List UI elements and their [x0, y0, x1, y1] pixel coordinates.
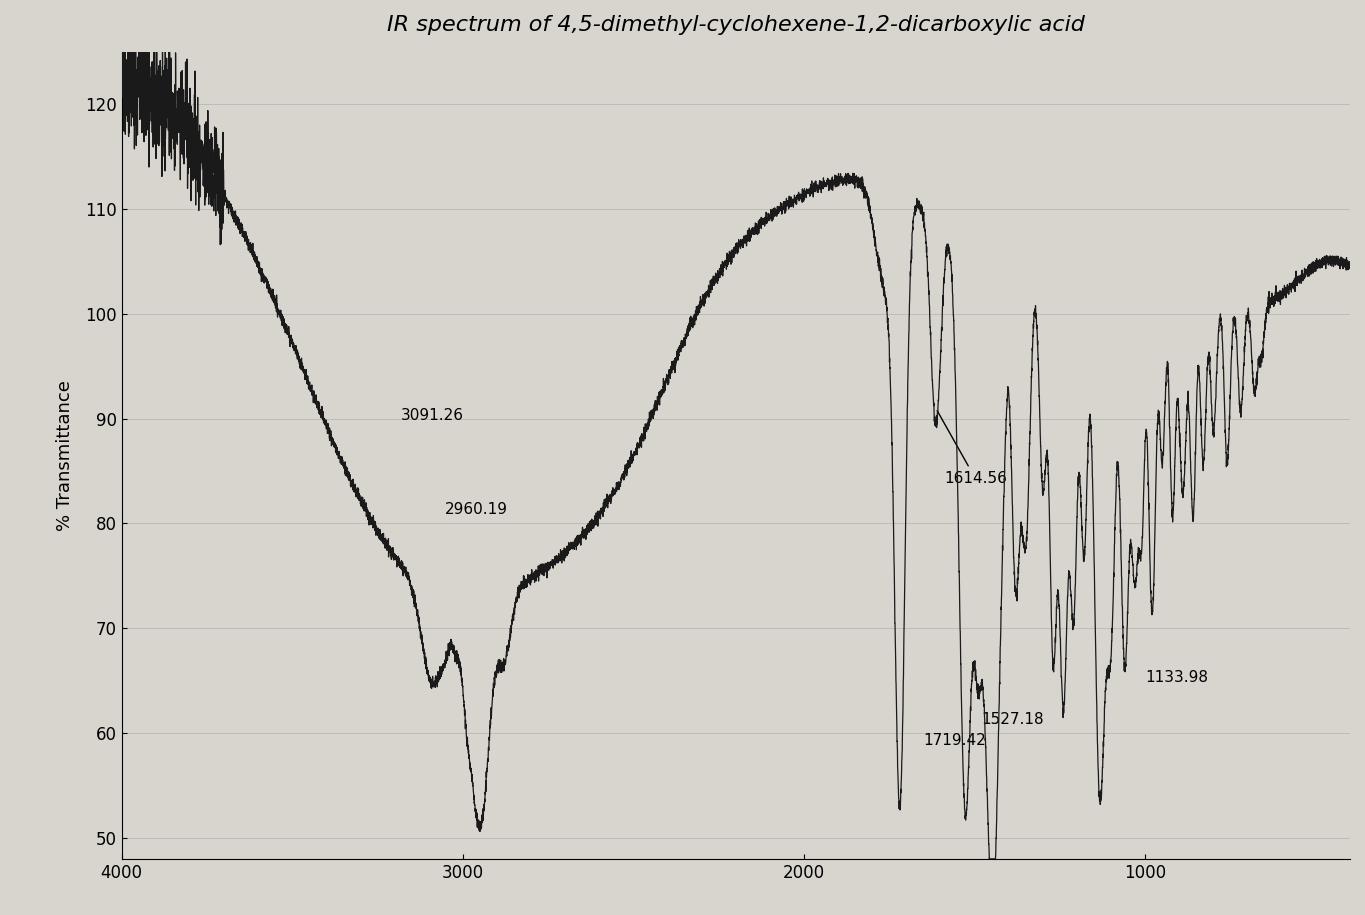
Text: 3091.26: 3091.26	[400, 408, 463, 423]
Text: 1133.98: 1133.98	[1145, 670, 1208, 685]
Text: 2960.19: 2960.19	[445, 502, 508, 518]
Text: 1719.42: 1719.42	[924, 733, 987, 748]
Text: 1527.18: 1527.18	[981, 712, 1044, 727]
Y-axis label: % Transmittance: % Transmittance	[56, 380, 74, 531]
Text: 1614.56: 1614.56	[938, 411, 1007, 486]
Title: IR spectrum of 4,5-dimethyl-cyclohexene-1,2-dicarboxylic acid: IR spectrum of 4,5-dimethyl-cyclohexene-…	[386, 15, 1085, 35]
